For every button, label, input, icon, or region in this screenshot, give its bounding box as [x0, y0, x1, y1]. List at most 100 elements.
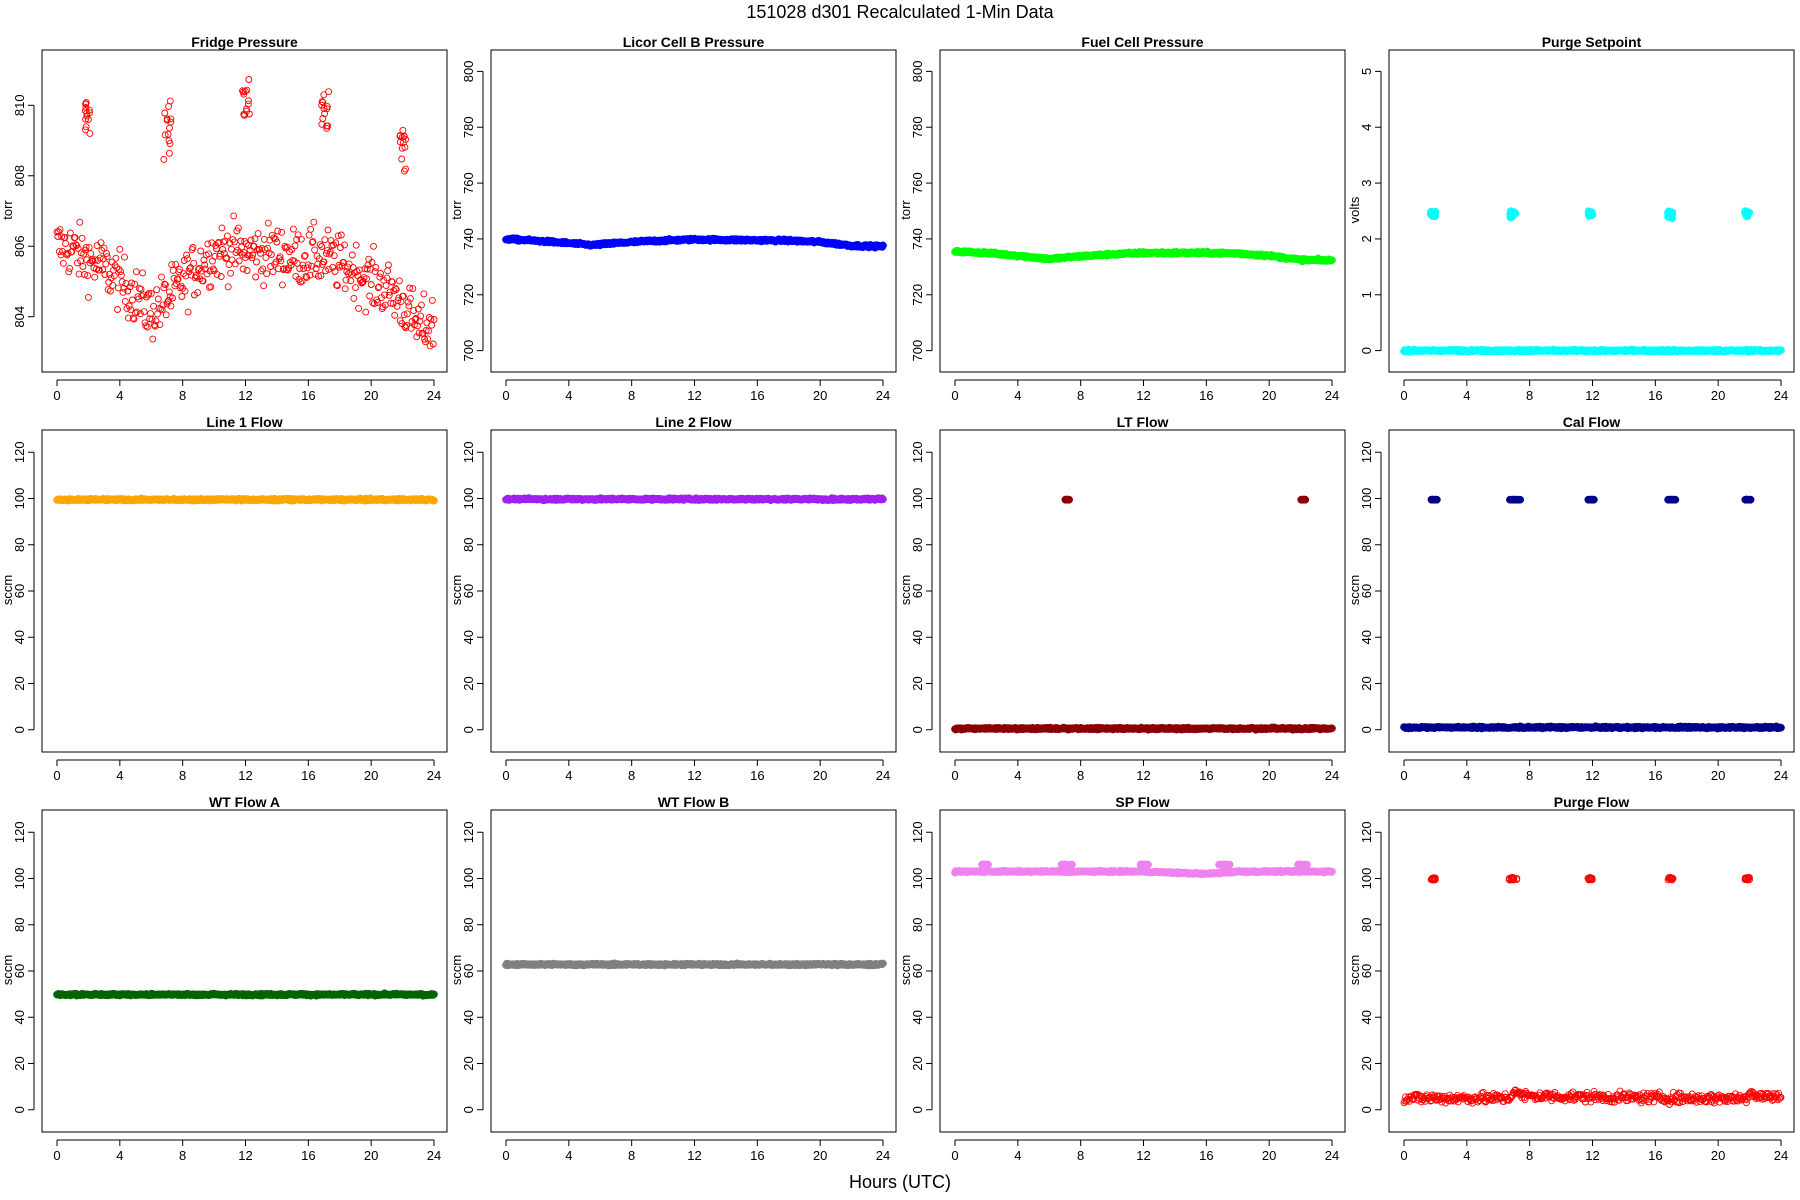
data-point	[194, 289, 202, 297]
data-point	[172, 260, 180, 268]
x-tick-label: 8	[1526, 388, 1533, 403]
y-tick-label: 0	[1359, 726, 1374, 733]
y-tick-label: 120	[12, 441, 27, 463]
plot-frame	[41, 49, 448, 373]
data-point	[81, 271, 88, 278]
data-point	[398, 144, 406, 152]
y-tick-label: 2	[1359, 235, 1374, 242]
x-tick-label: 16	[750, 388, 764, 403]
data-point	[293, 236, 301, 244]
plot-frame	[41, 429, 448, 753]
data-point	[320, 258, 328, 266]
y-tick-label: 800	[461, 61, 476, 83]
data-point	[102, 260, 110, 268]
x-tick-label: 20	[1262, 768, 1276, 783]
data-point	[247, 236, 255, 244]
data-point	[1426, 210, 1435, 218]
y-tick-label: 100	[461, 488, 476, 510]
data-point	[183, 255, 191, 263]
x-tick-label: 12	[1585, 768, 1599, 783]
x-tick-label: 24	[427, 1148, 441, 1163]
data-point	[141, 319, 149, 327]
data-point	[322, 267, 330, 275]
data-point	[879, 495, 887, 504]
data-point	[169, 294, 176, 302]
data-point	[333, 281, 341, 289]
data-point	[316, 241, 324, 249]
x-tick-label: 20	[813, 768, 827, 783]
data-point	[80, 250, 88, 258]
y-axis-label: sccm	[1347, 575, 1362, 605]
data-point	[197, 247, 205, 255]
panel-title: Purge Setpoint	[1542, 34, 1642, 50]
y-tick-label: 20	[12, 676, 27, 690]
data-point	[158, 273, 165, 281]
panel-title: Line 1 Flow	[206, 414, 282, 430]
data-point	[312, 265, 320, 272]
y-tick-label: 810	[12, 94, 27, 116]
data-point	[211, 252, 219, 260]
y-tick-label: 20	[461, 1056, 476, 1070]
plot-frame	[490, 809, 897, 1133]
data-point	[262, 253, 270, 261]
x-tick-label: 0	[951, 768, 958, 783]
data-point	[103, 253, 111, 261]
x-tick-label: 20	[364, 1148, 378, 1163]
data-point	[425, 314, 433, 321]
data-point	[181, 287, 189, 295]
data-point	[240, 110, 248, 118]
data-point	[275, 265, 282, 273]
data-point	[231, 260, 239, 268]
data-point	[161, 280, 169, 288]
y-tick-label: 120	[1359, 441, 1374, 463]
data-point	[54, 233, 62, 240]
data-point	[251, 235, 259, 243]
data-point	[271, 235, 279, 243]
data-point	[400, 311, 408, 319]
data-point	[398, 155, 406, 163]
x-tick-label: 4	[1463, 388, 1470, 403]
data-point	[333, 282, 341, 290]
data-point	[148, 315, 156, 323]
y-tick-label: 700	[910, 340, 925, 362]
data-point	[260, 235, 268, 243]
plot-frame	[490, 429, 897, 753]
data-point	[176, 266, 183, 273]
data-point	[96, 254, 104, 262]
data-point	[111, 262, 119, 270]
y-tick-label: 0	[12, 726, 27, 733]
data-point	[258, 244, 266, 252]
x-tick-label: 4	[565, 1148, 572, 1163]
data-point	[215, 238, 223, 246]
data-point	[1777, 346, 1785, 355]
data-point	[222, 255, 230, 262]
data-point	[201, 261, 209, 269]
data-point	[101, 271, 109, 278]
y-tick-label: 0	[12, 1106, 27, 1113]
data-point	[132, 309, 139, 317]
data-point	[302, 272, 310, 280]
y-tick-label: 80	[910, 538, 925, 552]
data-points	[502, 494, 887, 505]
data-point	[300, 252, 308, 260]
data-point	[425, 327, 432, 335]
x-tick-label: 24	[876, 1148, 890, 1163]
y-tick-label: 40	[1359, 630, 1374, 644]
plot-frame	[490, 49, 897, 373]
data-point	[363, 265, 371, 273]
x-tick-label: 24	[876, 388, 890, 403]
data-point	[217, 273, 225, 280]
data-point	[372, 263, 380, 271]
data-point	[405, 302, 413, 310]
data-point	[161, 131, 169, 139]
data-point	[310, 218, 318, 226]
data-point	[264, 244, 271, 252]
y-tick-label: 0	[910, 726, 925, 733]
data-point	[428, 296, 436, 304]
data-point	[1741, 495, 1750, 504]
plot-frame	[41, 809, 448, 1133]
x-tick-label: 0	[502, 1148, 509, 1163]
x-tick-label: 4	[116, 1148, 123, 1163]
y-tick-label: 20	[461, 676, 476, 690]
